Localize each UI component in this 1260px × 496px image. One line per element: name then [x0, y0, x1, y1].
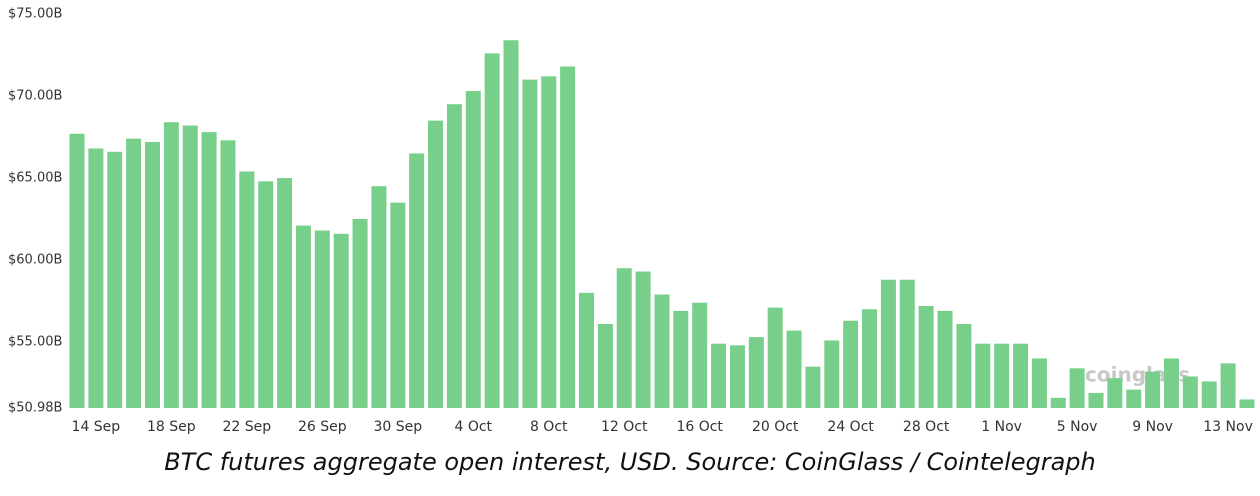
bar — [578, 292, 594, 408]
bar — [1031, 358, 1047, 408]
x-tick-label: 9 Nov — [1132, 419, 1173, 435]
x-tick-label: 28 Oct — [903, 419, 950, 435]
bar — [239, 171, 255, 408]
bar — [201, 132, 217, 409]
bar — [126, 138, 142, 408]
bar — [1107, 378, 1123, 408]
bar — [673, 310, 689, 408]
bar — [277, 178, 293, 408]
y-tick-label: $65.00B — [8, 171, 62, 186]
bar — [295, 225, 311, 408]
bar — [824, 340, 840, 408]
bar — [182, 125, 198, 409]
bar — [1201, 381, 1217, 408]
bar — [1069, 368, 1085, 408]
y-tick-label: $50.98B — [8, 401, 62, 416]
bar — [107, 151, 123, 409]
bar — [428, 120, 444, 409]
x-tick-label: 16 Oct — [676, 419, 723, 435]
bar — [843, 320, 859, 408]
bar — [1126, 389, 1142, 408]
bar — [711, 343, 727, 408]
x-tick-label: 24 Oct — [827, 419, 874, 435]
x-tick-label: 4 Oct — [454, 419, 492, 435]
bar — [258, 181, 274, 408]
bar — [541, 76, 557, 408]
bar — [1182, 376, 1198, 408]
bar — [937, 310, 953, 408]
x-tick-label: 5 Nov — [1057, 419, 1098, 435]
y-tick-label: $60.00B — [8, 253, 62, 268]
bar — [1013, 343, 1028, 408]
x-tick-label: 20 Oct — [752, 419, 799, 435]
bar — [994, 343, 1010, 408]
bar — [635, 271, 651, 408]
bar — [314, 230, 330, 408]
bar — [484, 53, 500, 409]
x-tick-label: 18 Sep — [147, 419, 196, 435]
x-tick-label: 8 Oct — [530, 419, 568, 435]
bar — [560, 66, 576, 408]
bar — [729, 345, 745, 408]
bar — [1145, 371, 1161, 408]
bar — [352, 219, 368, 408]
x-tick-label: 14 Sep — [72, 419, 121, 435]
bar — [333, 233, 349, 408]
caption: BTC futures aggregate open interest, USD… — [164, 448, 1096, 476]
bar — [1220, 363, 1236, 408]
bar — [1163, 358, 1179, 408]
bar — [805, 366, 821, 408]
bar — [409, 153, 425, 408]
y-tick-label: $75.00B — [8, 7, 62, 22]
x-tick-label: 1 Nov — [981, 419, 1022, 435]
bar — [767, 307, 783, 408]
x-tick-label: 26 Sep — [298, 419, 347, 435]
bar — [465, 91, 481, 408]
bar — [786, 330, 802, 408]
bar — [918, 305, 934, 408]
y-tick-label: $70.00B — [8, 89, 62, 104]
bar — [1088, 392, 1104, 408]
bar — [69, 133, 85, 408]
bar — [144, 141, 160, 409]
bar — [616, 268, 632, 408]
bar — [163, 122, 179, 409]
bar — [880, 279, 896, 408]
bar — [522, 79, 538, 408]
bar — [220, 140, 236, 408]
bar — [654, 294, 670, 408]
bar — [692, 302, 708, 408]
bar — [862, 309, 878, 408]
bar — [748, 337, 764, 408]
bar — [899, 279, 915, 408]
bar — [1239, 399, 1255, 408]
x-tick-label: 30 Sep — [373, 419, 422, 435]
bar — [446, 104, 462, 408]
x-tick-label: 12 Oct — [601, 419, 648, 435]
bar — [371, 186, 387, 408]
bar — [390, 202, 406, 408]
x-tick-label: 13 Nov — [1203, 419, 1253, 435]
bar — [956, 324, 972, 408]
bar — [597, 324, 613, 408]
y-tick-label: $55.00B — [8, 335, 62, 350]
bar — [975, 343, 991, 408]
x-tick-label: 22 Sep — [223, 419, 272, 435]
bar — [88, 148, 104, 408]
bar — [1050, 397, 1066, 408]
bar — [503, 40, 519, 408]
